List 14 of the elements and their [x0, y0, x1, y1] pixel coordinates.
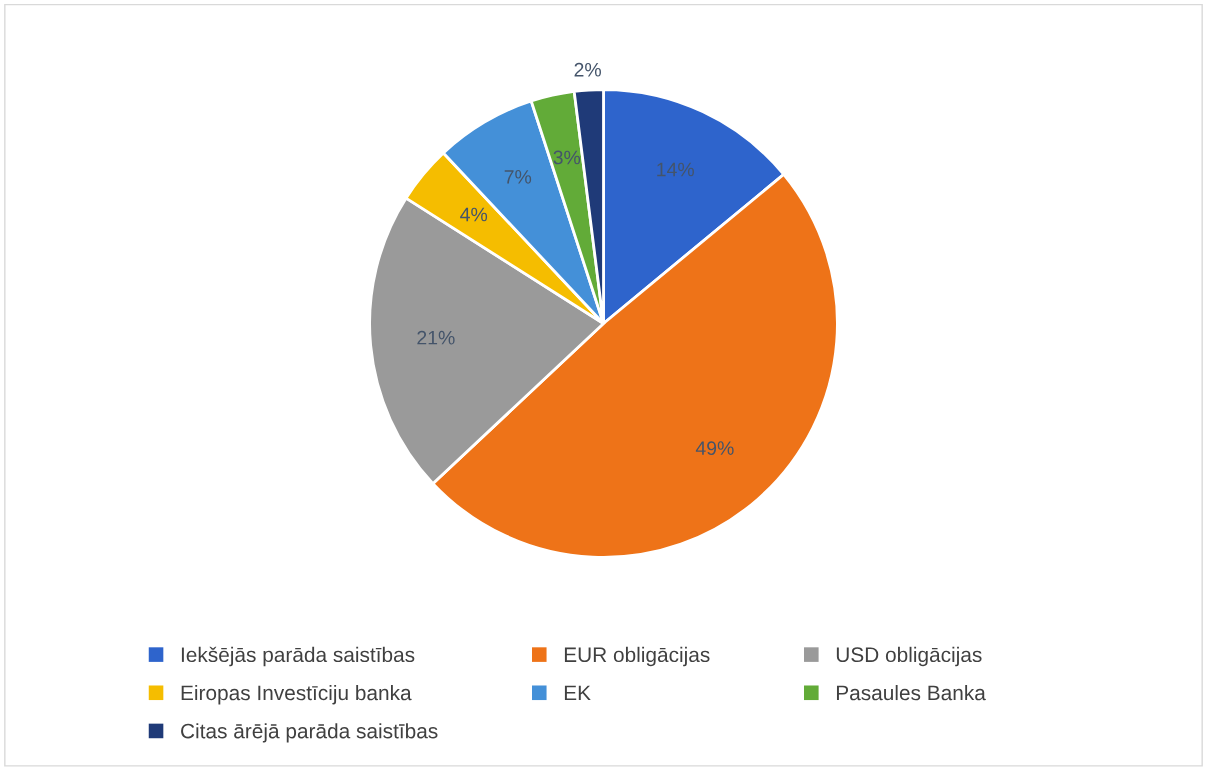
- data-label: 49%: [695, 441, 734, 456]
- legend-label: USD obligācijas: [836, 646, 982, 667]
- legend-label: Eiropas Investīciju banka: [181, 684, 412, 705]
- data-label: 4%: [460, 207, 488, 222]
- legend-label: EK: [564, 685, 591, 701]
- legend-label: Pasaules Banka: [836, 684, 986, 701]
- legend-label: EUR obligācijas: [564, 646, 710, 667]
- data-label: 21%: [417, 330, 455, 345]
- legend-label: Citas ārējā parāda saistības: [181, 723, 438, 743]
- data-label: 7%: [504, 170, 532, 184]
- data-label: 14%: [657, 162, 694, 177]
- data-label: 3%: [553, 150, 581, 165]
- data-label: 2%: [574, 62, 601, 77]
- legend-label: Iekšējās parāda saistības: [181, 646, 415, 667]
